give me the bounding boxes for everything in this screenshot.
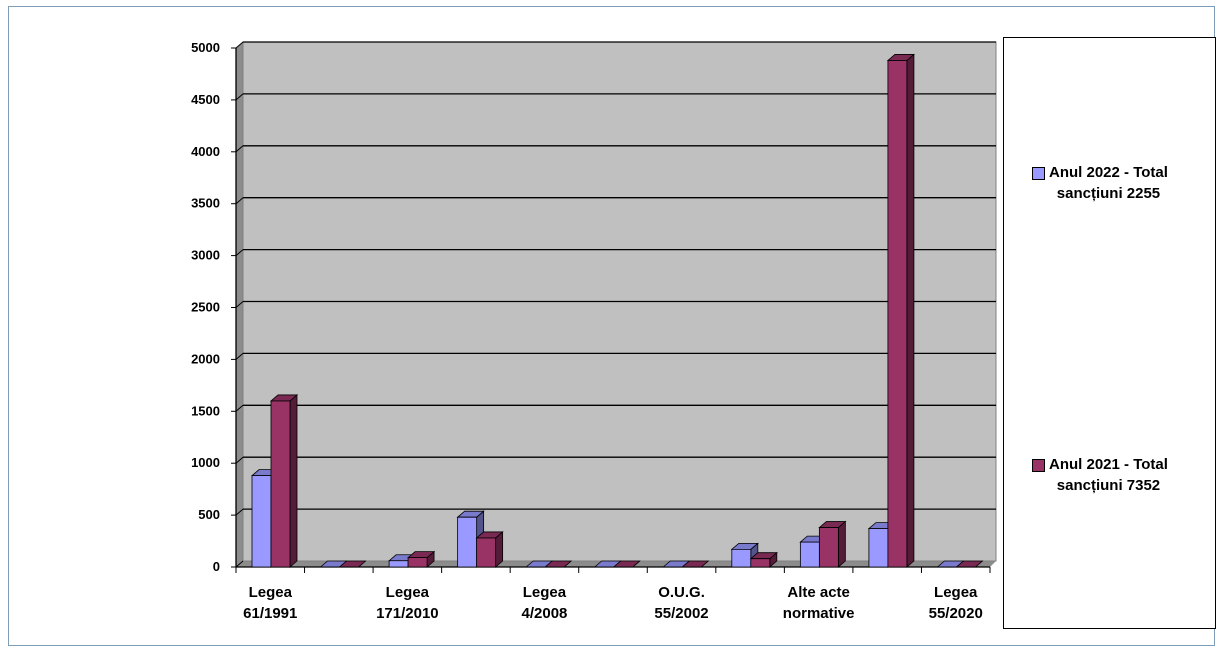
y-tick-label: 4000 [191,144,220,159]
bar-chart: 0 500 1000 1500 2000 2500 3000 3500 4000 4500 5000… [191,40,997,622]
x-tick-label: normative [783,605,855,622]
x-tick-label: 61/1991 [243,605,297,622]
x-tick-label: Legea [523,584,567,601]
bar-face [407,557,428,568]
gridline-side [235,197,244,205]
bar-face [251,475,272,568]
legend-label-2021-line2: sancțiuni 7352 [1056,477,1161,494]
legend-label-2022-line2: sancțiuni 2255 [1056,185,1161,202]
gridline-side [235,301,244,308]
gridline-side [235,41,244,49]
bar-2021-0 [269,394,299,568]
gridline-side [235,560,244,568]
bar-face [799,541,820,568]
legend-label-2022-line1: Anul 2022 - Total [1049,164,1168,181]
x-tick-label: O.U.G. [658,584,705,601]
gridline-side [235,353,244,360]
gridline-side [235,93,244,101]
y-tick-label: 4500 [191,92,220,107]
legend-item-2022: Anul 2022 - Total sancțiuni 2255 [1032,162,1214,204]
bar-2021-6 [681,560,710,568]
legend: Anul 2022 - Total sancțiuni 2255 Anul 20… [1003,37,1216,629]
bar-2021-8 [818,520,847,568]
x-tick-label: Legea [934,584,978,601]
y-tick-label: 500 [198,507,220,522]
bar-face [750,558,771,568]
y-tick-label: 3000 [191,248,220,263]
bar-2021-7 [749,551,778,568]
legend-swatch-2021 [1032,459,1045,472]
x-tick-label: 55/2002 [654,605,708,622]
gridline-side [235,456,244,464]
x-tick-label: Legea [249,584,293,601]
y-tick-label: 2000 [191,351,220,366]
bar-face [837,520,846,568]
bar-face [887,60,908,568]
bar-face [476,537,497,568]
bar-face [289,394,298,568]
bar-face [906,53,915,568]
bar-face [388,560,409,568]
bar-2021-4 [544,560,573,568]
x-tick-label: Alte acte [787,584,850,601]
y-tick-label: 1000 [191,455,220,470]
legend-label-2022: Anul 2022 - Total sancțiuni 2255 [1049,162,1168,204]
bar-2021-1 [338,560,367,568]
bar-face [868,528,889,568]
bar-2021-9 [886,53,915,568]
bar-2021-5 [612,560,641,568]
y-tick-label: 2500 [191,300,220,315]
legend-label-2021-line1: Anul 2021 - Total [1049,456,1168,473]
bar-2021-2 [407,550,436,568]
bar-2021-3 [475,531,504,568]
gridline-side [235,508,244,516]
bar-face [731,548,752,568]
bar-2021-10 [955,560,984,568]
legend-swatch-2022 [1032,167,1045,180]
legend-label-2021: Anul 2021 - Total sancțiuni 7352 [1049,454,1168,496]
bar-face [457,516,478,568]
legend-item-2021: Anul 2021 - Total sancțiuni 7352 [1032,454,1214,496]
x-tick-label: 4/2008 [522,605,568,622]
x-tick-label: 55/2020 [929,605,983,622]
x-tick-label: 171/2010 [376,605,439,622]
y-tick-label: 5000 [191,40,220,55]
y-tick-label: 0 [213,559,220,574]
y-tick-label: 3500 [191,196,220,211]
bar-face [270,400,291,568]
y-tick-label: 1500 [191,403,220,418]
gridline-side [235,249,244,256]
gridline-side [235,145,244,153]
x-tick-label: Legea [386,584,430,601]
bar-face [818,527,839,568]
gridline-side [235,404,244,412]
